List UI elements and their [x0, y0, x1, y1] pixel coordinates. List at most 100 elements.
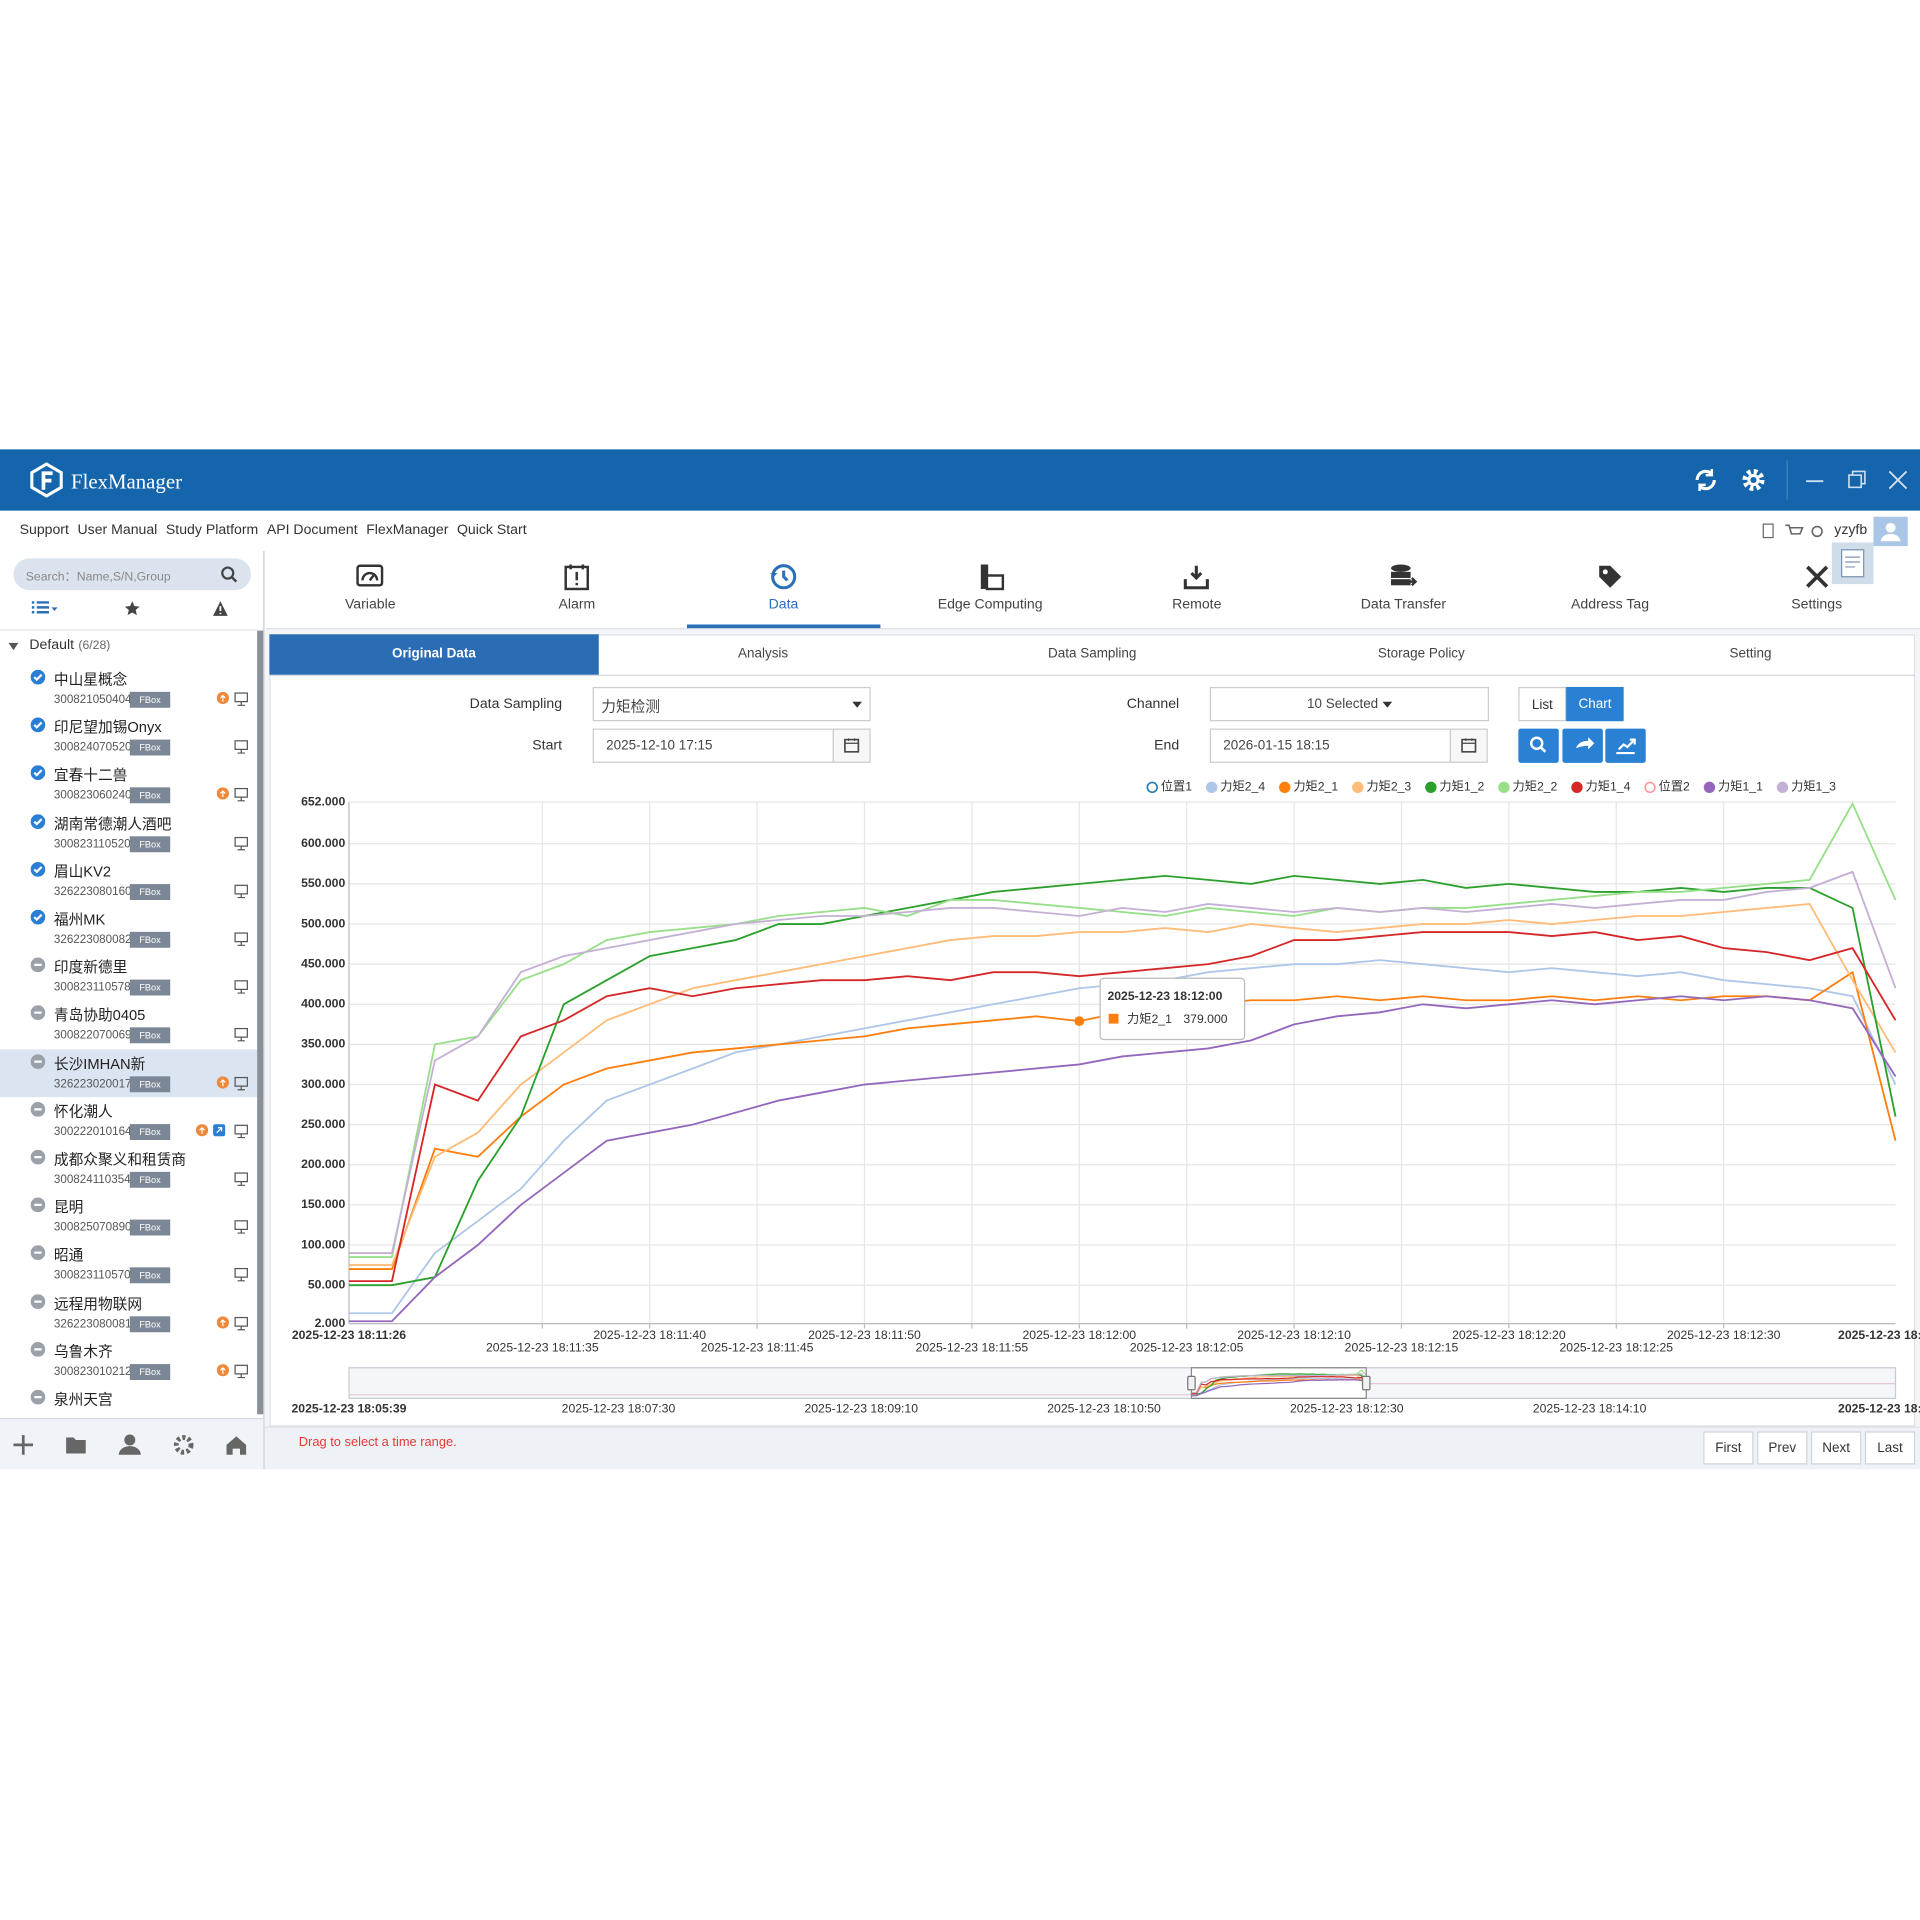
sub-tab[interactable]: Data Sampling [1048, 646, 1137, 662]
start-calendar[interactable] [832, 728, 871, 763]
monitor-icon[interactable] [234, 1268, 249, 1283]
sampling-select[interactable]: 力矩检测 [592, 686, 871, 722]
tab-label[interactable]: Address Tag [1571, 597, 1650, 613]
legend-label[interactable]: 力矩2_3 [1366, 780, 1411, 794]
refresh-button[interactable] [1692, 467, 1719, 494]
tab-label[interactable]: Edge Computing [937, 597, 1043, 613]
tab-icon[interactable] [1595, 562, 1624, 591]
sub-tab[interactable]: Setting [1729, 646, 1772, 662]
navigator-handle[interactable] [1187, 1375, 1196, 1391]
tab-icon[interactable] [562, 562, 591, 591]
device-name[interactable]: 福州MK [53, 911, 106, 929]
tab-label[interactable]: Variable [344, 597, 396, 613]
device-name[interactable]: 印度新德里 [53, 959, 128, 977]
monitor-icon[interactable] [234, 1124, 249, 1139]
monitor-icon[interactable] [234, 884, 249, 899]
close-button[interactable] [1888, 470, 1908, 490]
export-button[interactable] [1562, 728, 1603, 763]
monitor-icon[interactable] [234, 932, 249, 947]
monitor-icon[interactable] [234, 788, 249, 803]
upgrade-icon[interactable] [216, 1075, 229, 1089]
legend-label[interactable]: 力矩1_4 [1586, 780, 1631, 794]
sidebar-toolbar-icons[interactable] [10, 1433, 255, 1457]
alarm-icon[interactable] [212, 600, 229, 617]
tab-label[interactable]: Alarm [558, 597, 596, 613]
device-name[interactable]: 泉州天宫 [53, 1391, 113, 1409]
tab-icon[interactable] [769, 562, 798, 591]
device-name[interactable]: 印尼望加锡Onyx [53, 719, 162, 737]
group-name[interactable]: Default [29, 637, 75, 653]
legend-label[interactable]: 位置2 [1659, 779, 1690, 794]
monitor-icon[interactable] [234, 1172, 249, 1187]
menu-item[interactable]: Support [19, 522, 69, 538]
monitor-icon[interactable] [234, 740, 249, 755]
pager-button[interactable]: First [1703, 1431, 1754, 1465]
remote-icon[interactable] [213, 1123, 226, 1137]
monitor-icon[interactable] [234, 1364, 249, 1379]
device-name[interactable]: 中山星概念 [53, 671, 128, 689]
pager-button[interactable]: Last [1864, 1431, 1916, 1465]
upgrade-icon[interactable] [216, 1315, 229, 1329]
sub-tab[interactable]: Original Data [269, 634, 599, 675]
tab-icon[interactable] [1182, 562, 1211, 591]
menu-item[interactable]: FlexManager [366, 522, 449, 538]
tab-icon[interactable] [1802, 562, 1831, 591]
end-calendar[interactable] [1449, 728, 1488, 763]
monitor-icon[interactable] [234, 692, 249, 707]
upgrade-icon[interactable] [216, 1363, 229, 1377]
tab-icon[interactable] [1389, 562, 1418, 591]
upgrade-icon[interactable] [216, 691, 229, 705]
pager-button[interactable]: Next [1811, 1431, 1862, 1465]
group-caret[interactable] [7, 640, 19, 652]
export-chart-button[interactable] [1605, 728, 1646, 763]
legend-label[interactable]: 力矩1_2 [1439, 780, 1484, 794]
legend-label[interactable]: 力矩1_1 [1718, 780, 1763, 794]
avatar[interactable] [1873, 516, 1908, 547]
start-input[interactable]: 2025-12-10 17:15 [592, 728, 834, 763]
tab-icon[interactable] [356, 562, 385, 591]
channel-select[interactable]: 10 Selected [1209, 686, 1489, 722]
legend-label[interactable]: 力矩2_4 [1220, 780, 1265, 794]
device-name[interactable]: 怀化潮人 [53, 1103, 113, 1121]
upgrade-icon[interactable] [195, 1123, 209, 1137]
device-name[interactable]: 远程用物联网 [53, 1295, 143, 1313]
menu-item[interactable]: Study Platform [165, 522, 259, 538]
favorite-icon[interactable] [124, 600, 141, 617]
view-button[interactable]: List [1518, 686, 1567, 722]
end-input[interactable]: 2026-01-15 18:15 [1209, 728, 1452, 763]
monitor-icon[interactable] [234, 1028, 249, 1043]
monitor-icon[interactable] [234, 980, 249, 995]
legend-label[interactable]: 力矩1_3 [1791, 780, 1836, 794]
device-name[interactable]: 乌鲁木齐 [53, 1343, 113, 1361]
menu-item[interactable]: Quick Start [456, 522, 527, 538]
menu-item[interactable]: User Manual [77, 522, 158, 538]
device-name[interactable]: 昆明 [53, 1199, 84, 1217]
device-name[interactable]: 湖南常德潮人酒吧 [53, 815, 172, 833]
device-name[interactable]: 眉山KV2 [53, 863, 112, 881]
legend-label[interactable]: 力矩2_2 [1512, 780, 1557, 794]
monitor-icon[interactable] [234, 1076, 249, 1091]
search-icon[interactable] [220, 566, 238, 583]
restore-button[interactable] [1847, 470, 1867, 490]
view-button[interactable]: Chart [1566, 686, 1624, 722]
list-view-icon[interactable] [31, 600, 58, 617]
menu-item[interactable]: API Document [266, 522, 358, 538]
floating-widget[interactable] [1829, 540, 1876, 587]
device-name[interactable]: 青岛协助0405 [53, 1007, 146, 1025]
upgrade-icon[interactable] [216, 787, 229, 801]
tab-icon[interactable] [975, 562, 1004, 591]
tab-label[interactable]: Data [768, 597, 799, 613]
navigator-handle[interactable] [1361, 1375, 1371, 1391]
device-name[interactable]: 昭通 [53, 1247, 84, 1265]
search-box[interactable] [13, 558, 252, 591]
sub-tab[interactable]: Storage Policy [1377, 646, 1465, 662]
minimize-button[interactable] [1805, 470, 1825, 490]
settings-button[interactable] [1740, 467, 1767, 494]
device-name[interactable]: 成都众聚义和租赁商 [53, 1151, 187, 1169]
tab-label[interactable]: Data Transfer [1360, 597, 1447, 613]
pager-button[interactable]: Prev [1757, 1431, 1808, 1465]
monitor-icon[interactable] [234, 836, 249, 851]
tab-label[interactable]: Settings [1791, 597, 1843, 613]
device-name[interactable]: 长沙IMHAN新 [53, 1055, 146, 1073]
tab-label[interactable]: Remote [1172, 597, 1222, 613]
